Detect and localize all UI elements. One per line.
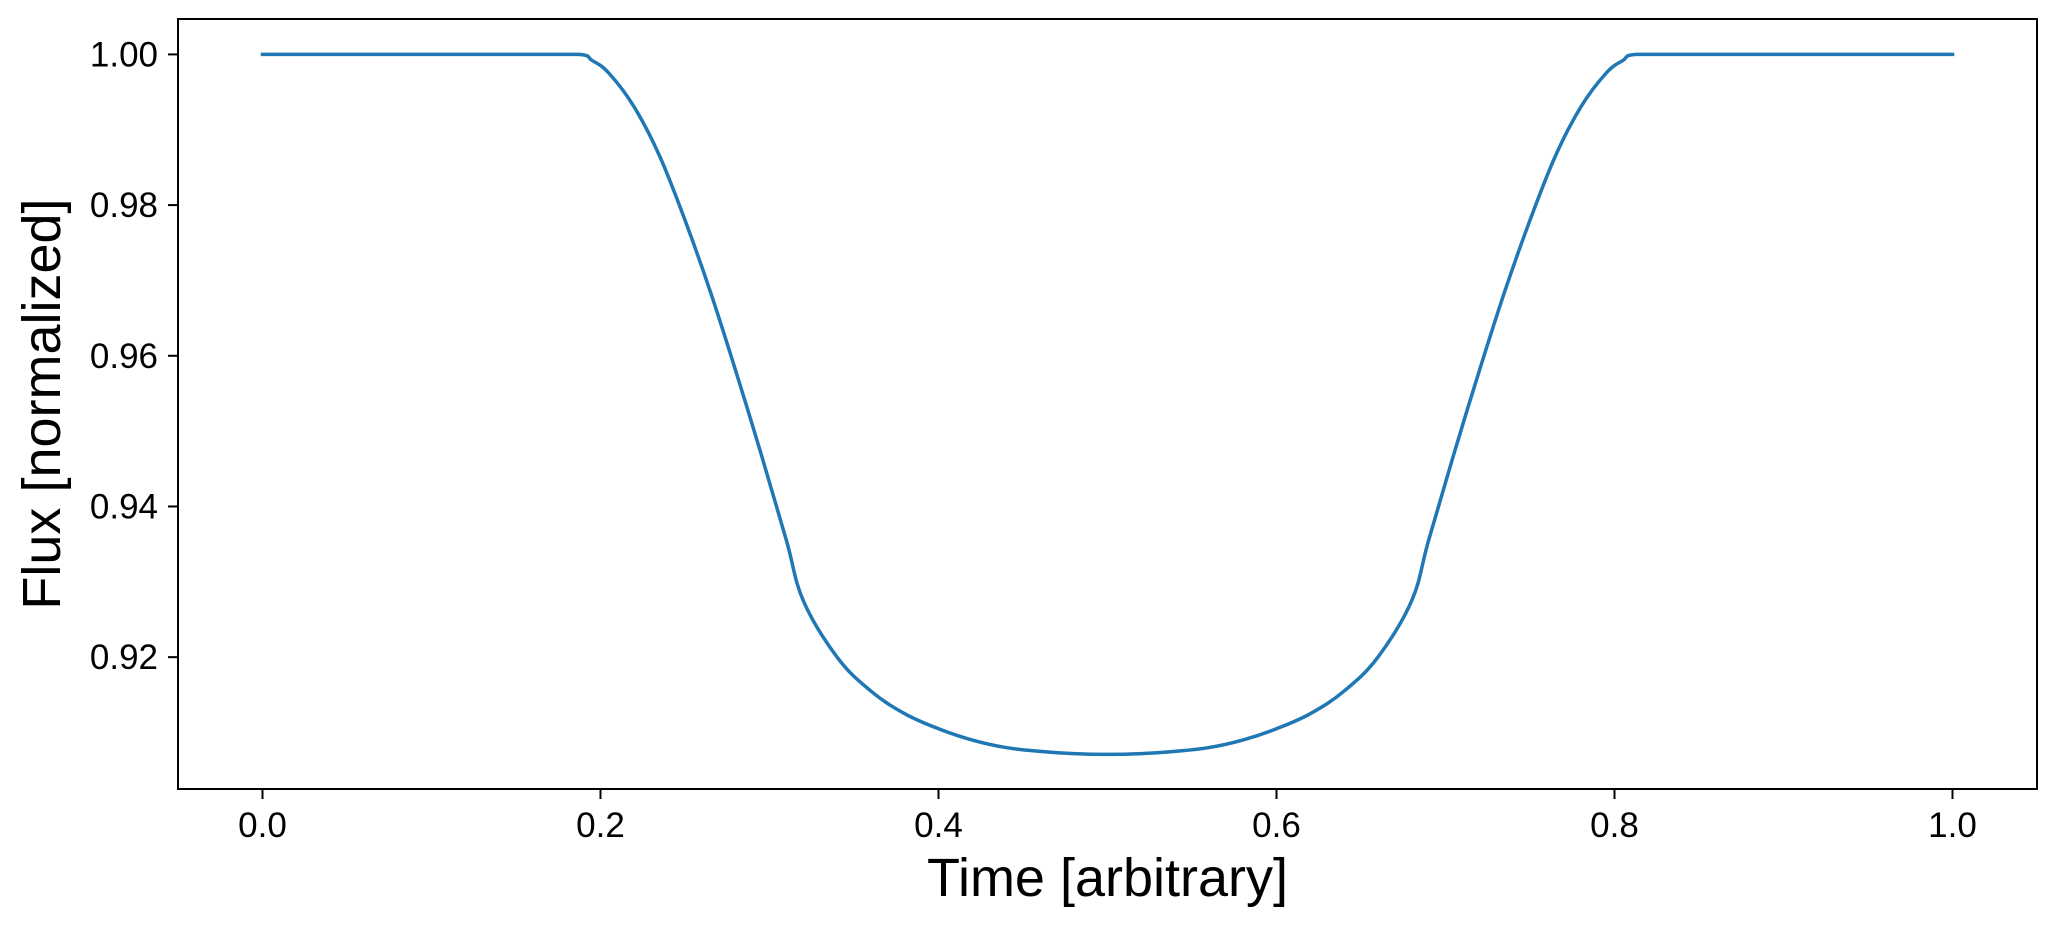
plot-area [178, 19, 2037, 789]
y-tick-label: 0.96 [90, 337, 158, 376]
y-tick-label: 0.94 [90, 487, 158, 526]
y-tick-label: 0.92 [90, 638, 158, 677]
y-axis-ticks: 0.92 0.94 0.96 0.98 1.00 [90, 35, 178, 677]
x-tick-label: 1.0 [1928, 806, 1977, 845]
x-tick-label: 0.0 [238, 806, 287, 845]
y-tick-label: 1.00 [90, 35, 158, 74]
y-axis-title: Flux [normalized] [12, 198, 72, 609]
x-tick-label: 0.4 [914, 806, 963, 845]
plot-frame [177, 18, 2038, 790]
x-tick-label: 0.6 [1252, 806, 1301, 845]
x-axis-title: Time [arbitrary] [927, 848, 1288, 908]
x-tick-label: 0.2 [576, 806, 625, 845]
y-tick-label: 0.98 [90, 186, 158, 225]
x-tick-label: 0.8 [1590, 806, 1639, 845]
series-lines [260, 52, 1955, 757]
x-axis-ticks: 0.0 0.2 0.4 0.6 0.8 1.0 [238, 789, 1977, 845]
flux-series-line [260, 52, 1955, 757]
